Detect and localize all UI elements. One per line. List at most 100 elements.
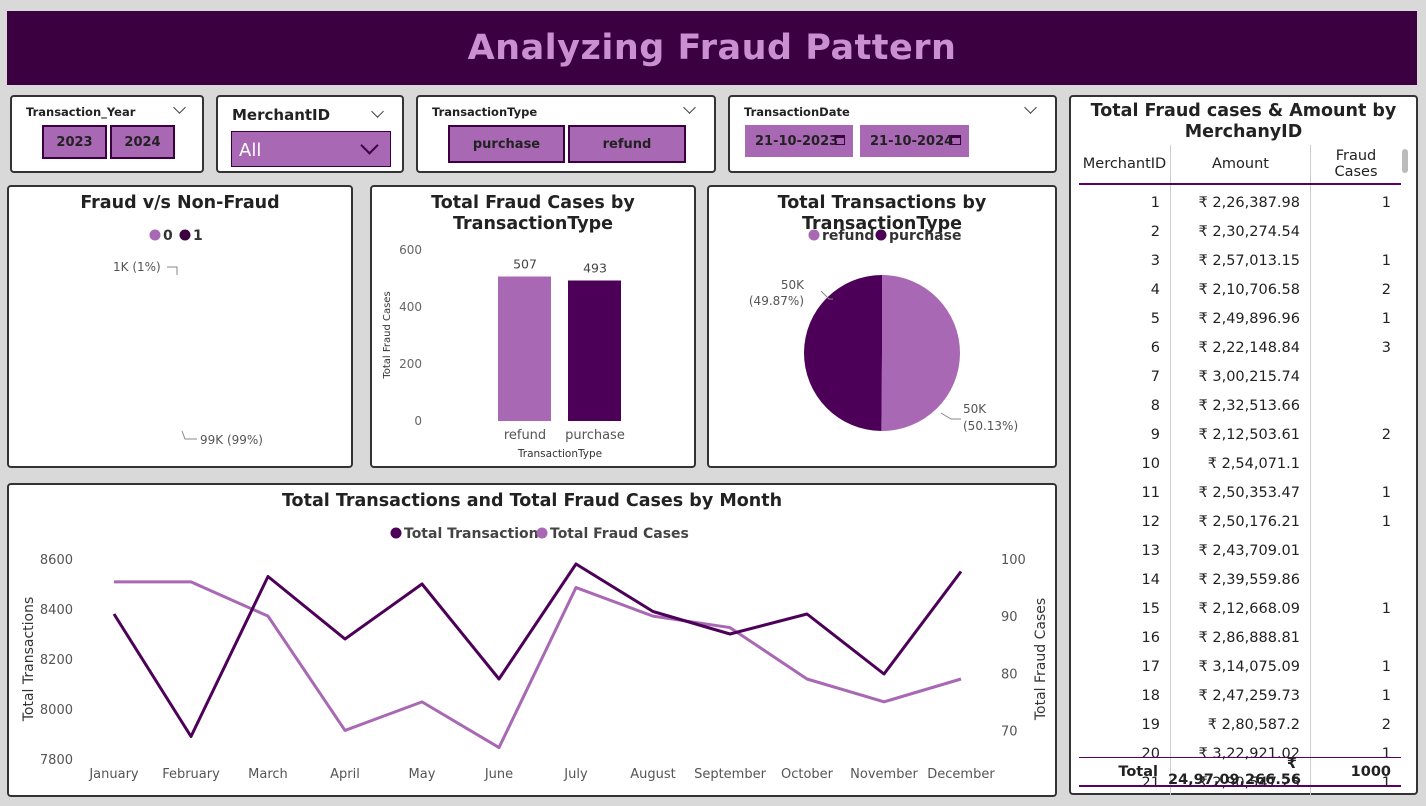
merchant-dropdown-value: All	[239, 140, 262, 161]
chart-title: Total Transactions and Total Fraud Cases…	[281, 491, 783, 511]
calendar-icon[interactable]	[951, 135, 961, 145]
cell-merchantid: 6	[1079, 333, 1171, 362]
column-header-merchantid[interactable]: MerchantID	[1079, 145, 1171, 185]
merchant-table-card: Total Fraud cases & Amount by MerchanyID…	[1069, 95, 1418, 797]
table-row[interactable]: 19 ₹ 2,80,587.2 2	[1079, 710, 1401, 739]
y-tick-label-right: 70	[1001, 724, 1018, 739]
y-tick-label: 200	[399, 357, 422, 371]
merchant-table: MerchantID Amount Fraud Cases 1 ₹ 2,26,38…	[1079, 145, 1401, 797]
column-header-amount[interactable]: Amount	[1170, 145, 1311, 185]
y-tick-label: 0	[414, 414, 422, 428]
table-row[interactable]: 10 ₹ 2,54,071.1	[1079, 449, 1401, 478]
cell-fraud-cases	[1311, 217, 1402, 246]
legend-label: refund	[822, 228, 874, 244]
date-end-input[interactable]: 21-10-2024	[860, 125, 969, 157]
cell-merchantid: 17	[1079, 652, 1171, 681]
pie-slice-refund	[881, 275, 961, 431]
leader-line	[940, 412, 961, 420]
table-row[interactable]: 17 ₹ 3,14,075.09 1	[1079, 652, 1401, 681]
bar-refund	[498, 276, 551, 421]
chevron-down-icon[interactable]	[1024, 101, 1037, 114]
table-row[interactable]: 5 ₹ 2,49,896.96 1	[1079, 304, 1401, 333]
table-row[interactable]: 4 ₹ 2,10,706.58 2	[1079, 275, 1401, 304]
chart-title: Fraud v/s Non-Fraud	[80, 193, 280, 213]
tx-by-type-card: Total Transactions by TransactionType re…	[707, 185, 1057, 468]
chevron-down-icon[interactable]	[683, 101, 696, 114]
table-row[interactable]: 1 ₹ 2,26,387.98 1	[1079, 184, 1401, 217]
cell-amount: ₹ 2,54,071.1	[1170, 449, 1311, 478]
cell-amount: ₹ 2,26,387.98	[1170, 184, 1311, 217]
table-row[interactable]: 9 ₹ 2,12,503.61 2	[1079, 420, 1401, 449]
x-tick-label: August	[630, 767, 676, 782]
table-row[interactable]: 3 ₹ 2,57,013.15 1	[1079, 246, 1401, 275]
table-title: Total Fraud cases & Amount by MerchanyID	[1090, 101, 1397, 142]
cell-merchantid: 16	[1079, 623, 1171, 652]
y-axis-label-right: Total Fraud Cases	[1033, 598, 1049, 721]
table-total-row: Total ₹ 24,97,09,266.56 1000	[1079, 756, 1401, 788]
table-row[interactable]: 16 ₹ 2,86,888.81	[1079, 623, 1401, 652]
cell-fraud-cases	[1311, 565, 1402, 594]
cell-fraud-cases	[1311, 391, 1402, 420]
legend-label: 0	[163, 228, 173, 244]
fraud-nonfraud-chart: 0 1 1K (1%) 99K (99%)	[113, 228, 263, 447]
cell-fraud-cases: 1	[1381, 745, 1391, 762]
monthly-card: Total Transactions and Total Fraud Cases…	[7, 483, 1057, 797]
year-option-2023[interactable]: 2023	[42, 125, 107, 159]
x-tick-label: May	[409, 767, 436, 782]
table-row[interactable]: 14 ₹ 2,39,559.86	[1079, 565, 1401, 594]
date-slicer-title: TransactionDate	[744, 105, 850, 119]
y-axis-label: Total Fraud Cases	[382, 291, 393, 379]
table-row[interactable]: 13 ₹ 2,43,709.01	[1079, 536, 1401, 565]
cell-merchantid: 12	[1079, 507, 1171, 536]
cell-amount: ₹ 2,39,559.86	[1170, 565, 1311, 594]
cell-amount: ₹ 2,57,013.15	[1170, 246, 1311, 275]
cell-fraud-cases: 1	[1381, 513, 1391, 530]
type-slicer-title: TransactionType	[432, 105, 538, 119]
year-option-2024[interactable]: 2024	[110, 125, 175, 159]
table-row[interactable]: 11 ₹ 2,50,353.47 1	[1079, 478, 1401, 507]
cell-amount: ₹ 2,32,513.66	[1170, 391, 1311, 420]
series-line-total-fraud-cases	[114, 580, 962, 750]
table-row[interactable]: 12 ₹ 2,50,176.21 1	[1079, 507, 1401, 536]
legend-marker	[808, 229, 820, 241]
cell-fraud-cases: 2	[1381, 716, 1391, 733]
table-row[interactable]: 15 ₹ 2,12,668.09 1	[1079, 594, 1401, 623]
table-row[interactable]: 6 ₹ 2,22,148.84 3	[1079, 333, 1401, 362]
cell-fraud-cases: 2	[1381, 426, 1391, 443]
cell-fraud-cases: 1	[1381, 310, 1391, 327]
cell-merchantid: 19	[1079, 710, 1171, 739]
fraud-nonfraud-card: Fraud v/s Non-Fraud 0 1 1K (1%) 99K (99%)	[7, 185, 353, 468]
type-option-refund[interactable]: refund	[568, 125, 686, 163]
table-scrollbar[interactable]	[1402, 149, 1408, 173]
x-tick-label: March	[248, 767, 288, 782]
x-tick-label: October	[781, 767, 834, 782]
bar-value-label: 493	[583, 260, 607, 275]
table-row[interactable]: 21 ₹ 2,90,547.25 1	[1079, 768, 1401, 797]
cell-amount: ₹ 2,47,259.73	[1170, 681, 1311, 710]
cell-merchantid: 15	[1079, 594, 1171, 623]
type-option-purchase[interactable]: purchase	[448, 125, 565, 163]
page-title: Analyzing Fraud Pattern	[467, 28, 957, 68]
table-row[interactable]: 18 ₹ 2,47,259.73 1	[1079, 681, 1401, 710]
data-label: 50K	[781, 278, 805, 292]
column-header-fraud-cases[interactable]: Fraud Cases	[1310, 145, 1401, 185]
date-start-input[interactable]: 21-10-2023	[745, 125, 853, 157]
table-row[interactable]: 7 ₹ 3,00,215.74	[1079, 362, 1401, 391]
cell-fraud-cases	[1311, 536, 1402, 565]
table-row[interactable]: 2 ₹ 2,30,274.54	[1079, 217, 1401, 246]
legend-marker	[875, 229, 887, 241]
cell-fraud-cases: 1	[1381, 252, 1391, 269]
table-row[interactable]: 8 ₹ 2,32,513.66	[1079, 391, 1401, 420]
cell-amount: ₹ 2,86,888.81	[1170, 623, 1311, 652]
leader-line	[167, 266, 178, 275]
merchant-slicer-title: MerchantID	[232, 106, 331, 124]
calendar-icon[interactable]	[835, 135, 845, 145]
merchant-dropdown[interactable]: All	[231, 131, 391, 167]
chevron-down-icon[interactable]	[173, 101, 186, 114]
x-axis-label: TransactionType	[517, 448, 602, 460]
chevron-down-icon[interactable]	[371, 105, 384, 118]
cell-amount: ₹ 2,49,896.96	[1170, 304, 1311, 333]
data-label: (49.87%)	[749, 294, 804, 308]
cell-fraud-cases: 1	[1381, 194, 1391, 211]
table-row[interactable]: 20 ₹ 3,22,921.02 1	[1079, 739, 1401, 768]
